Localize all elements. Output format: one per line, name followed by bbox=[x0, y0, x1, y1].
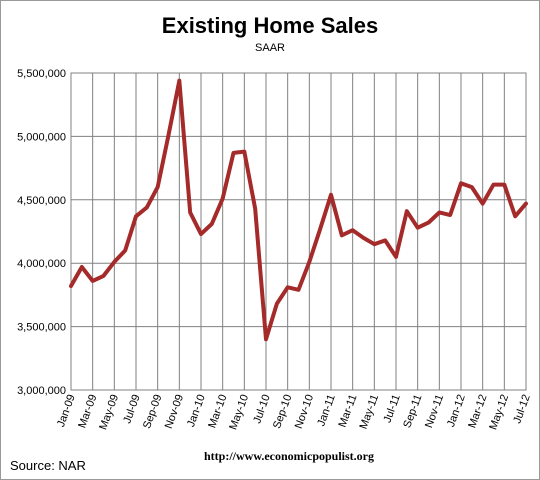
x-tick-label: Jan-11 bbox=[315, 393, 338, 428]
x-tick-label: Nov-09 bbox=[163, 393, 186, 430]
data-point bbox=[428, 222, 429, 224]
data-point bbox=[384, 239, 386, 241]
data-point bbox=[200, 233, 202, 235]
data-point bbox=[395, 256, 397, 258]
data-point bbox=[103, 275, 104, 277]
data-point bbox=[352, 229, 354, 231]
data-point bbox=[298, 289, 299, 291]
chart-subtitle: SAAR bbox=[255, 42, 285, 54]
x-tick-label: Jan-10 bbox=[185, 393, 208, 429]
data-point bbox=[363, 237, 364, 239]
x-tick-label: May-09 bbox=[97, 393, 121, 432]
data-point bbox=[319, 228, 321, 230]
x-tick-label: Mar-11 bbox=[337, 393, 360, 429]
data-point bbox=[178, 80, 180, 82]
x-tick-label: Jul-10 bbox=[251, 393, 273, 425]
data-point bbox=[124, 250, 126, 252]
series-line bbox=[69, 78, 528, 342]
x-tick-label: Sep-10 bbox=[271, 393, 294, 430]
x-tick-label: Sep-09 bbox=[141, 393, 164, 430]
x-tick-label: Jan-12 bbox=[445, 393, 468, 429]
x-tick-label: Nov-10 bbox=[293, 393, 316, 430]
data-point bbox=[81, 266, 83, 268]
y-tick-label: 5,000,000 bbox=[17, 131, 66, 143]
data-point bbox=[417, 227, 419, 229]
data-point bbox=[189, 211, 191, 213]
data-point bbox=[460, 182, 462, 184]
plot-area-border bbox=[70, 72, 527, 391]
x-tick-label: Mar-10 bbox=[206, 393, 229, 430]
data-point bbox=[243, 151, 245, 153]
data-point bbox=[157, 186, 159, 188]
chart-title: Existing Home Sales bbox=[161, 13, 379, 38]
data-point bbox=[438, 211, 440, 213]
data-point bbox=[330, 194, 332, 196]
data-point bbox=[308, 261, 310, 263]
data-point bbox=[341, 234, 343, 236]
x-tick-label: Jul-11 bbox=[382, 393, 403, 425]
data-point bbox=[503, 184, 505, 186]
y-tick-label: 3,500,000 bbox=[17, 322, 66, 334]
data-points bbox=[70, 80, 527, 340]
y-tick-label: 3,000,000 bbox=[17, 385, 66, 397]
horizontal-gridlines bbox=[71, 72, 526, 391]
data-point bbox=[146, 206, 148, 208]
data-point bbox=[449, 214, 451, 216]
data-point bbox=[482, 203, 484, 205]
x-tick-label: May-11 bbox=[358, 393, 382, 431]
series-group bbox=[69, 78, 528, 342]
x-tick-label: May-12 bbox=[487, 393, 511, 432]
data-point bbox=[233, 152, 234, 154]
y-tick-label: 4,500,000 bbox=[17, 195, 66, 207]
x-tick-label: Jul-09 bbox=[121, 393, 143, 425]
data-point bbox=[211, 223, 213, 225]
y-tick-label: 5,500,000 bbox=[17, 68, 66, 80]
y-tick-label: 4,000,000 bbox=[17, 258, 66, 270]
website-url: http://www.economicpopulist.org bbox=[204, 449, 375, 463]
x-tick-label: Jan-09 bbox=[55, 393, 78, 429]
x-tick-label: Jul-12 bbox=[511, 393, 533, 425]
x-tick-label: Mar-12 bbox=[466, 393, 489, 430]
data-point bbox=[525, 203, 527, 205]
data-point bbox=[113, 261, 115, 263]
data-point bbox=[493, 184, 494, 186]
data-point bbox=[373, 243, 375, 245]
data-point bbox=[70, 285, 72, 287]
data-point bbox=[471, 186, 473, 188]
source-note: Source: NAR bbox=[10, 458, 86, 473]
data-point bbox=[276, 303, 278, 305]
data-point bbox=[265, 338, 267, 340]
x-tick-label: Mar-09 bbox=[76, 393, 99, 430]
x-tick-label: Sep-11 bbox=[401, 393, 424, 430]
data-point bbox=[287, 286, 289, 288]
x-tick-label: May-10 bbox=[227, 393, 251, 432]
data-point bbox=[254, 208, 256, 210]
data-point bbox=[168, 134, 169, 136]
data-point bbox=[222, 198, 224, 200]
data-point bbox=[514, 215, 516, 217]
x-tick-label: Nov-11 bbox=[423, 393, 446, 430]
data-point bbox=[92, 280, 94, 282]
y-axis-tick-labels: 3,000,000 3,500,000 4,000,000 4,500,000 5,00… bbox=[17, 68, 66, 397]
data-point bbox=[135, 215, 137, 217]
vertical-gridlines bbox=[70, 73, 527, 390]
data-point bbox=[406, 210, 408, 212]
